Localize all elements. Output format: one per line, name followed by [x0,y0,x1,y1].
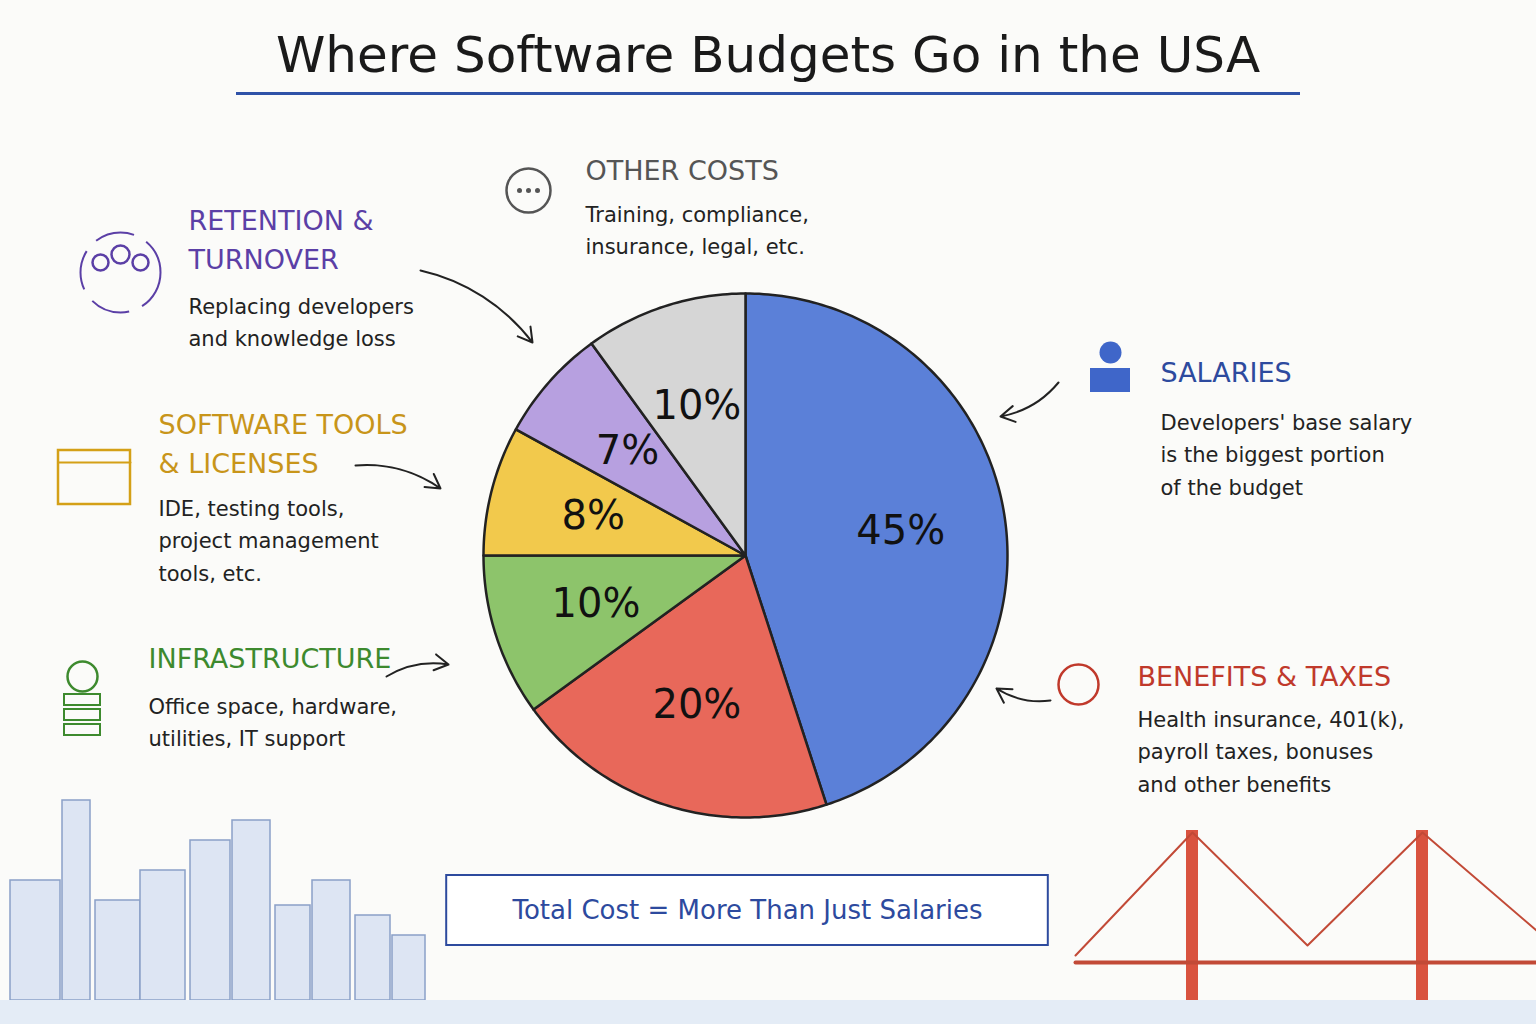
svg-text:BENEFITS & TAXES: BENEFITS & TAXES [1138,661,1392,692]
svg-text:20%: 20% [652,681,741,727]
svg-text:Health insurance, 401(k),payro: Health insurance, 401(k),payroll taxes, … [1138,708,1405,797]
svg-text:10%: 10% [552,580,641,626]
svg-text:RETENTION &TURNOVER: RETENTION &TURNOVER [188,205,374,275]
svg-text:Developers' base salaryis the: Developers' base salaryis the biggest po… [1161,411,1413,500]
svg-text:Total Cost = More Than Just Sa: Total Cost = More Than Just Salaries [511,895,982,925]
svg-text:7%: 7% [596,427,659,473]
svg-text:OTHER COSTS: OTHER COSTS [586,155,779,186]
svg-text:Office space, hardware,utiliti: Office space, hardware,utilities, IT sup… [149,695,398,752]
svg-text:45%: 45% [856,507,945,553]
svg-text:10%: 10% [652,382,741,428]
svg-text:Training, compliance,insurance: Training, compliance,insurance, legal, e… [585,203,809,260]
svg-text:SALARIES: SALARIES [1161,357,1292,388]
svg-text:8%: 8% [562,492,625,538]
svg-text:INFRASTRUCTURE: INFRASTRUCTURE [149,643,392,674]
svg-text:Replacing developersand knowle: Replacing developersand knowledge loss [189,295,414,352]
html-text:Where Software Budgets Go in t: Where Software Budgets Go in the USA [275,26,1261,84]
svg-text:IDE, testing tools,project man: IDE, testing tools,project managementtoo… [159,497,379,586]
svg-text:SOFTWARE TOOLS& LICENSES: SOFTWARE TOOLS& LICENSES [159,409,408,479]
